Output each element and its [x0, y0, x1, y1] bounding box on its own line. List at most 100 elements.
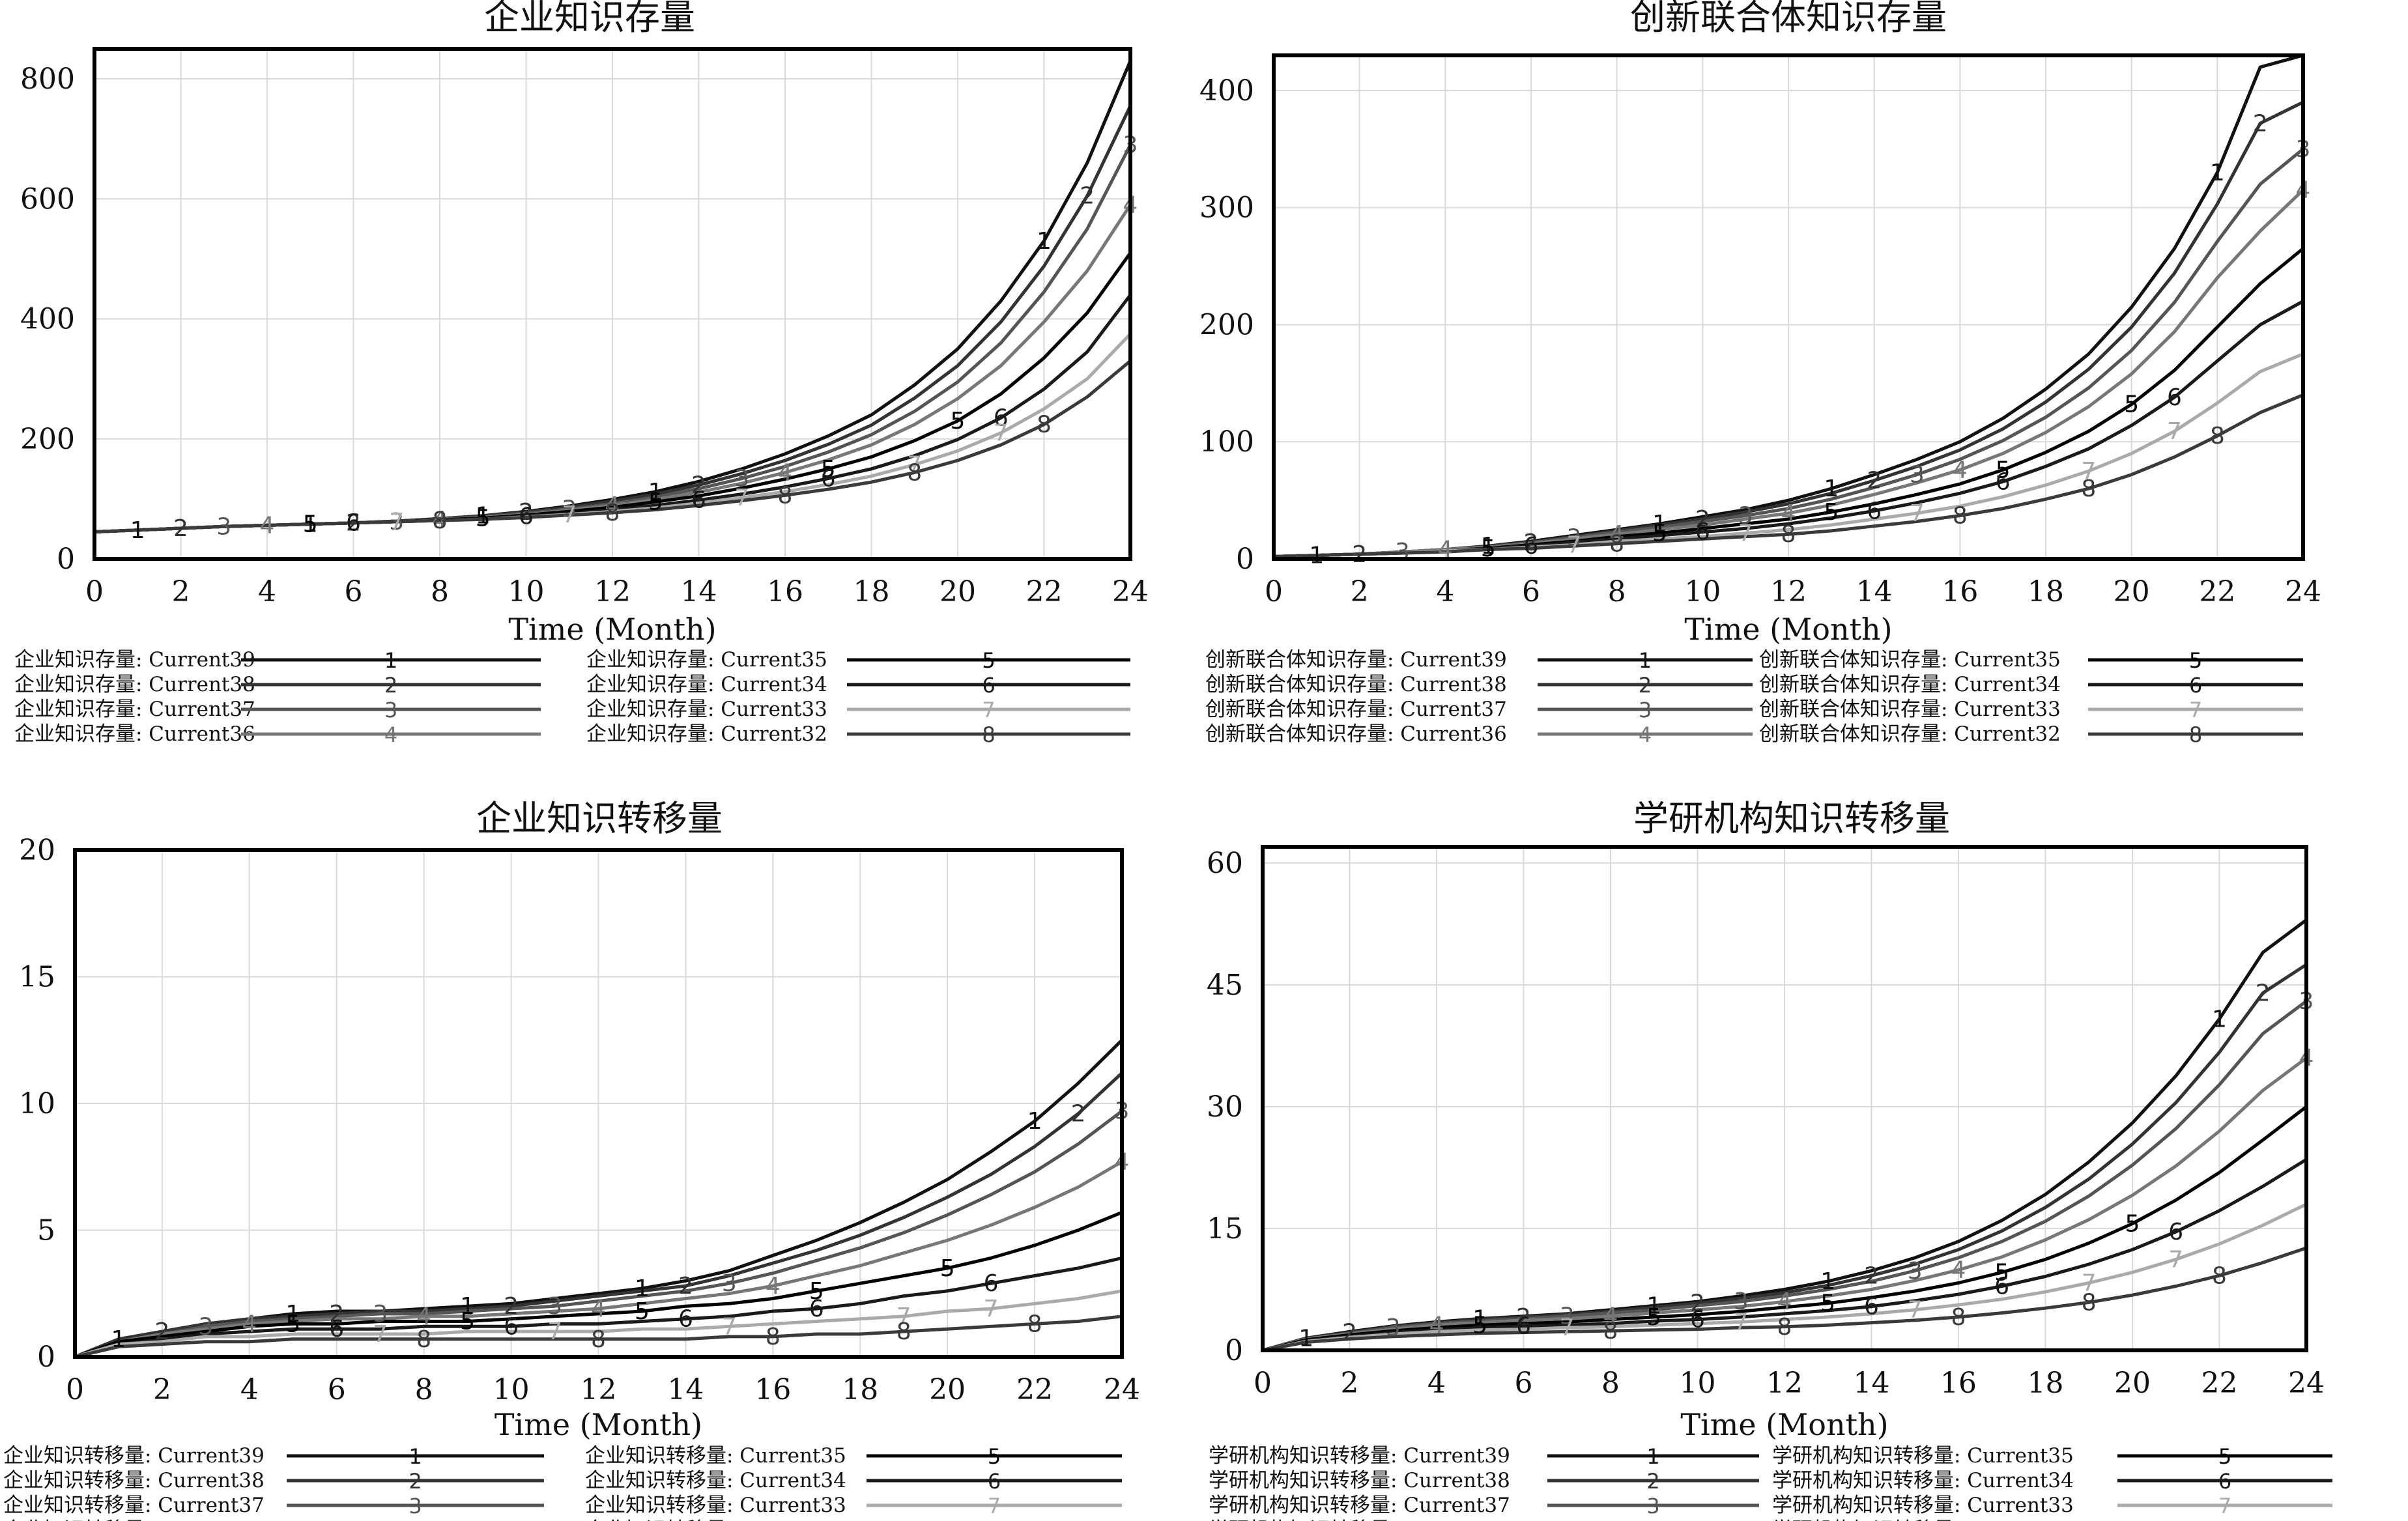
- series-marker-8: 8: [433, 507, 448, 534]
- x-tick-label: 18: [2028, 1367, 2064, 1400]
- legend-label: 企业知识存量: Current33: [586, 698, 827, 721]
- legend-marker-4: 4: [384, 722, 397, 747]
- x-tick-label: 14: [667, 1373, 704, 1406]
- x-tick-label: 14: [681, 575, 717, 608]
- series-marker-1: 1: [476, 503, 491, 530]
- series-marker-3: 3: [1395, 539, 1410, 565]
- series-marker-4: 4: [416, 1303, 431, 1330]
- legend-label: 学研机构知识转移量: Current37: [1209, 1494, 1510, 1517]
- series-marker-1: 1: [130, 517, 145, 544]
- series-marker-1: 1: [303, 511, 318, 538]
- series-marker-1: 1: [1481, 533, 1496, 560]
- series-marker-2: 2: [1516, 1304, 1531, 1331]
- series-marker-7: 7: [984, 1296, 999, 1322]
- x-tick-label: 20: [929, 1373, 966, 1406]
- chart-title: 创新联合体知识存量: [1630, 0, 1947, 38]
- series-marker-1: 1: [1037, 228, 1052, 255]
- series-marker-2: 2: [346, 510, 361, 537]
- series-marker-4: 4: [1603, 1303, 1618, 1330]
- legend-label: 企业知识存量: Current32: [586, 722, 827, 746]
- series-line-4: [74, 1160, 1123, 1359]
- series-marker-7: 7: [547, 1318, 562, 1345]
- series-marker-5: 5: [809, 1278, 824, 1305]
- series-marker-3: 3: [216, 513, 231, 540]
- x-tick-label: 10: [508, 575, 545, 608]
- series-marker-4: 4: [433, 507, 448, 533]
- x-axis-label: Time (Month): [508, 612, 716, 647]
- x-tick-label: 16: [1940, 1367, 1977, 1400]
- legend-label: 企业知识转移量: Current36: [3, 1518, 265, 1521]
- x-tick-label: 12: [1770, 575, 1807, 608]
- series-marker-2: 2: [1864, 1262, 1879, 1289]
- series-marker-6: 6: [691, 487, 706, 514]
- series-marker-6: 6: [2167, 384, 2182, 411]
- y-tick-label: 30: [1207, 1090, 1243, 1124]
- legend-marker-8: 8: [982, 722, 995, 747]
- legend-marker-3: 3: [384, 698, 397, 722]
- legend-marker-8: 8: [2189, 722, 2202, 747]
- legend-marker-5: 5: [2218, 1444, 2231, 1469]
- x-tick-label: 0: [1265, 575, 1283, 608]
- x-tick-label: 20: [2114, 575, 2150, 608]
- legend-marker-2: 2: [1646, 1469, 1659, 1494]
- legend-label: 企业知识转移量: Current33: [585, 1494, 846, 1517]
- series-marker-7: 7: [734, 485, 749, 511]
- series-marker-1: 1: [1027, 1108, 1042, 1135]
- series-line-8: [1262, 1246, 2307, 1352]
- series-marker-7: 7: [2081, 458, 2096, 485]
- legend-label: 企业知识转移量: Current34: [585, 1469, 846, 1492]
- series-marker-8: 8: [1603, 1318, 1618, 1344]
- series-marker-6: 6: [1695, 519, 1710, 546]
- series-marker-3: 3: [389, 509, 404, 535]
- series-marker-4: 4: [1777, 1288, 1792, 1315]
- series-marker-1: 1: [2212, 1006, 2227, 1032]
- series-marker-6: 6: [1524, 533, 1539, 560]
- x-tick-label: 8: [431, 575, 449, 608]
- y-tick-label: 400: [20, 303, 75, 336]
- x-axis-label: Time (Month): [494, 1407, 702, 1442]
- x-tick-label: 4: [1427, 1367, 1446, 1400]
- x-tick-label: 16: [754, 1373, 791, 1406]
- series-line-7: [1262, 1202, 2308, 1352]
- series-marker-4: 4: [1951, 1257, 1966, 1284]
- legend-label: 企业知识存量: Current39: [14, 648, 255, 672]
- y-tick-label: 45: [1207, 969, 1243, 1002]
- series-marker-6: 6: [1996, 468, 2011, 495]
- legend-marker-8: 8: [2218, 1518, 2231, 1521]
- plot-frame: [93, 47, 1132, 561]
- legend-marker-5: 5: [988, 1444, 1001, 1469]
- x-tick-label: 24: [1104, 1373, 1140, 1406]
- series-marker-6: 6: [2168, 1219, 2183, 1245]
- x-tick-label: 4: [1436, 575, 1454, 608]
- legend-label: 创新联合体知识存量: Current39: [1205, 648, 1507, 672]
- series-marker-5: 5: [1652, 520, 1667, 547]
- series-marker-6: 6: [1867, 498, 1882, 524]
- legend-label: 企业知识转移量: Current37: [3, 1494, 265, 1517]
- series-line-7: [74, 1289, 1123, 1359]
- x-tick-label: 14: [1854, 1367, 1890, 1400]
- y-tick-label: 5: [37, 1214, 55, 1247]
- series-marker-1: 1: [648, 479, 663, 505]
- series-line-5: [1262, 1105, 2308, 1352]
- y-tick-label: 600: [20, 182, 75, 216]
- chart-title: 企业知识转移量: [476, 798, 723, 839]
- series-marker-8: 8: [1951, 1304, 1966, 1331]
- x-tick-label: 6: [1522, 575, 1540, 608]
- series-marker-3: 3: [562, 496, 577, 523]
- plot-frame: [73, 848, 1124, 1359]
- legend-marker-7: 7: [988, 1494, 1001, 1518]
- legend-marker-5: 5: [982, 648, 995, 673]
- series-line-4: [1262, 1057, 2308, 1352]
- series-line-8: [1273, 393, 2304, 558]
- series-marker-3: 3: [547, 1293, 562, 1320]
- x-tick-label: 22: [2201, 1367, 2238, 1400]
- y-tick-label: 0: [57, 543, 75, 576]
- legend-marker-6: 6: [988, 1469, 1001, 1494]
- legend-label: 创新联合体知识存量: Current33: [1759, 698, 2061, 721]
- series-marker-4: 4: [1429, 1312, 1444, 1339]
- series-marker-8: 8: [2212, 1262, 2227, 1289]
- legend-marker-7: 7: [982, 698, 995, 722]
- series-marker-5: 5: [1481, 535, 1496, 562]
- legend-label: 创新联合体知识存量: Current38: [1205, 673, 1507, 696]
- series-marker-4: 4: [1781, 500, 1796, 527]
